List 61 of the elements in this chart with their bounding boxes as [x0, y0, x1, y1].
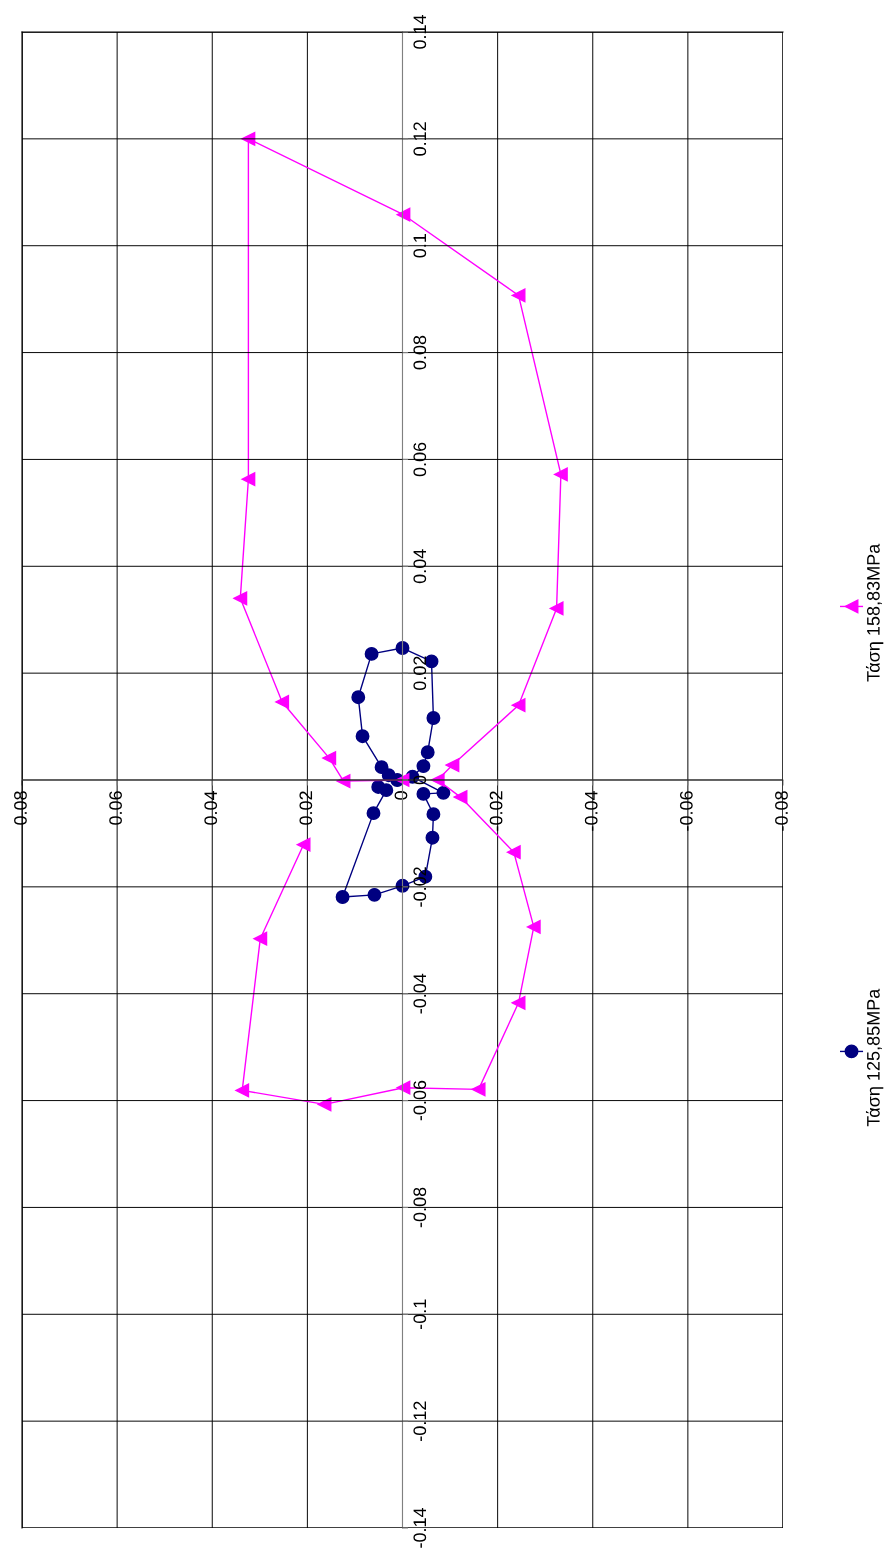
y-tick-label: 0 — [413, 775, 427, 785]
point — [335, 890, 350, 904]
point — [395, 641, 410, 655]
point — [396, 1080, 411, 1095]
point — [241, 472, 256, 487]
x-tick-label: -0.08 — [775, 791, 788, 831]
point — [317, 1097, 332, 1112]
point — [374, 760, 389, 775]
point — [396, 207, 411, 222]
point — [511, 288, 526, 303]
x-tick-label: -0.04 — [584, 790, 598, 831]
point — [366, 806, 381, 821]
y-tick-label: -0.1 — [413, 1299, 427, 1330]
point — [351, 690, 366, 705]
point — [364, 646, 379, 661]
y-tick-label: -0.02 — [413, 867, 427, 907]
x-tick-label: 0.08 — [14, 791, 27, 825]
y-tick-label: 0.06 — [413, 442, 427, 477]
point — [549, 601, 564, 616]
point — [526, 919, 541, 934]
point — [426, 711, 441, 725]
point — [235, 1083, 250, 1098]
point — [425, 830, 440, 845]
x-tick-label: 0.04 — [204, 790, 218, 825]
y-tick-label: 0.08 — [413, 335, 427, 370]
y-tick-label: -0.14 — [413, 1507, 427, 1548]
point — [426, 807, 441, 822]
point — [506, 845, 521, 860]
point — [355, 729, 370, 744]
point — [445, 758, 460, 772]
point — [553, 467, 568, 482]
y-tick-label: 0.14 — [413, 14, 427, 49]
y-tick-label: -0.12 — [413, 1401, 427, 1441]
point — [296, 837, 311, 852]
x-tick-label: 0.02 — [299, 791, 313, 825]
point — [371, 780, 386, 794]
y-tick-label: 0.04 — [413, 549, 427, 584]
y-tick-label: 0.1 — [413, 234, 427, 258]
y-tick-label: 0.02 — [413, 656, 427, 691]
y-tick-label: 0.12 — [413, 122, 427, 156]
point — [367, 887, 382, 902]
point — [233, 591, 248, 606]
x-tick-label: 0.06 — [109, 791, 122, 825]
point — [275, 695, 290, 709]
point — [511, 698, 526, 713]
point — [416, 786, 431, 801]
y-tick-label: -0.04 — [413, 973, 427, 1014]
x-tick-label: -0.02 — [489, 791, 503, 831]
legend-label: Τάση 158,83MPa — [865, 543, 884, 682]
point — [453, 790, 468, 805]
y-tick-label: -0.08 — [413, 1187, 427, 1228]
legend-label: Τάση 125,85MPa — [865, 988, 884, 1127]
point — [471, 1082, 486, 1097]
point — [436, 785, 451, 800]
point — [420, 745, 435, 760]
point — [511, 995, 526, 1010]
y-tick-label: -0.06 — [413, 1080, 427, 1121]
x-tick-label: -0.06 — [679, 791, 693, 831]
point — [253, 931, 268, 946]
point — [322, 751, 337, 766]
point — [416, 759, 431, 774]
